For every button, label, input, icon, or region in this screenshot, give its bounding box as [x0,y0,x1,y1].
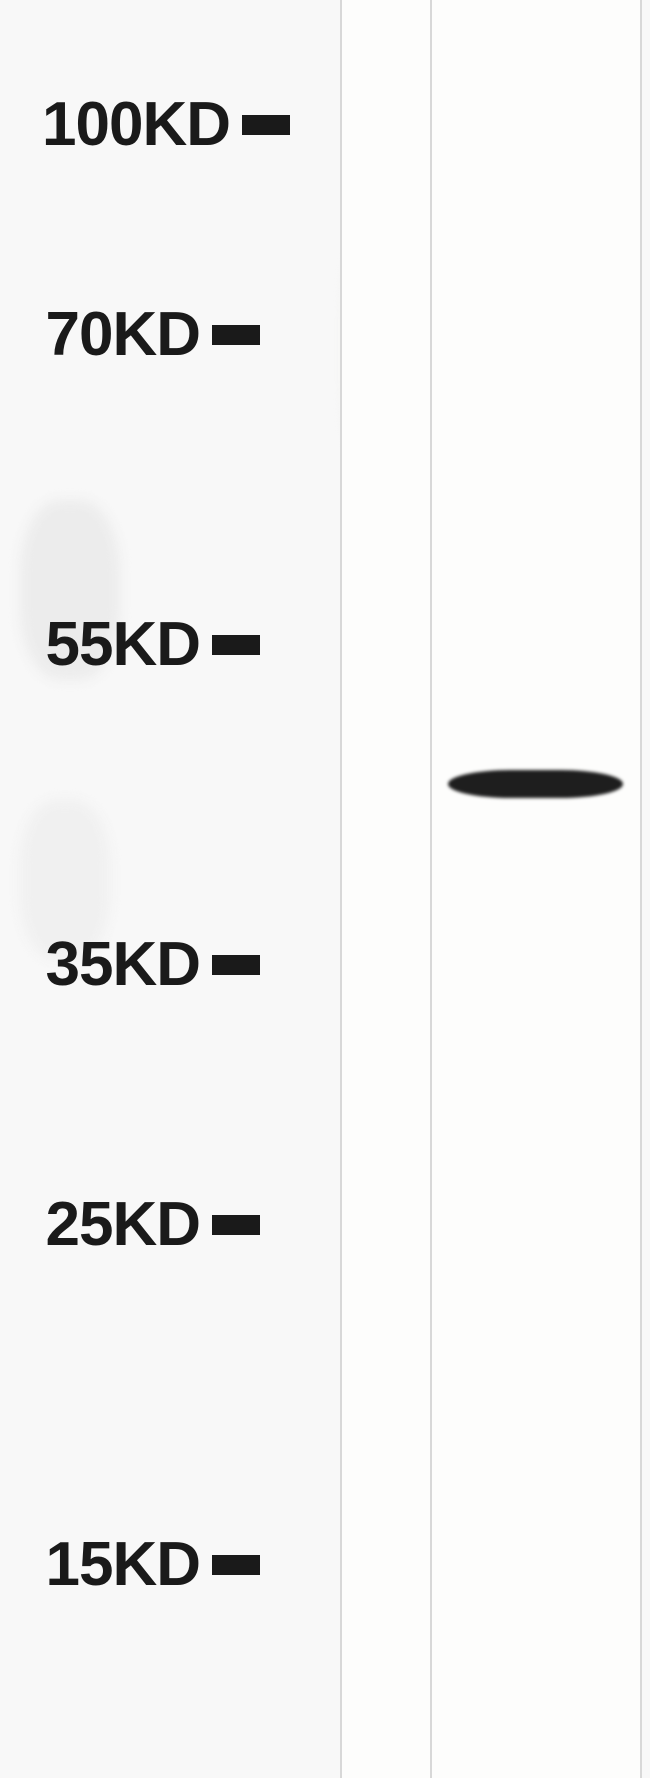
lane-border [640,0,642,1778]
gel-lane-1 [340,0,430,1778]
mw-marker-tick [212,1555,260,1575]
mw-marker-label: 55KD [0,609,200,680]
mw-marker-label: 15KD [0,1529,200,1600]
mw-marker-55kd: 55KD [0,609,260,680]
protein-band [448,770,623,798]
lane-border [340,0,342,1778]
mw-marker-tick [212,325,260,345]
mw-marker-15kd: 15KD [0,1529,260,1600]
mw-marker-70kd: 70KD [0,299,260,370]
mw-marker-label: 25KD [0,1189,200,1260]
mw-marker-100kd: 100KD [0,89,290,160]
mw-marker-label: 35KD [0,929,200,1000]
mw-marker-25kd: 25KD [0,1189,260,1260]
western-blot-figure: 100KD 70KD 55KD 35KD 25KD 15KD [0,0,650,1778]
mw-marker-tick [212,635,260,655]
mw-marker-label: 100KD [0,89,230,160]
mw-marker-35kd: 35KD [0,929,260,1000]
lane-border [430,0,432,1778]
gel-lane-2 [430,0,640,1778]
mw-marker-tick [212,955,260,975]
mw-marker-tick [242,115,290,135]
mw-marker-tick [212,1215,260,1235]
mw-marker-label: 70KD [0,299,200,370]
